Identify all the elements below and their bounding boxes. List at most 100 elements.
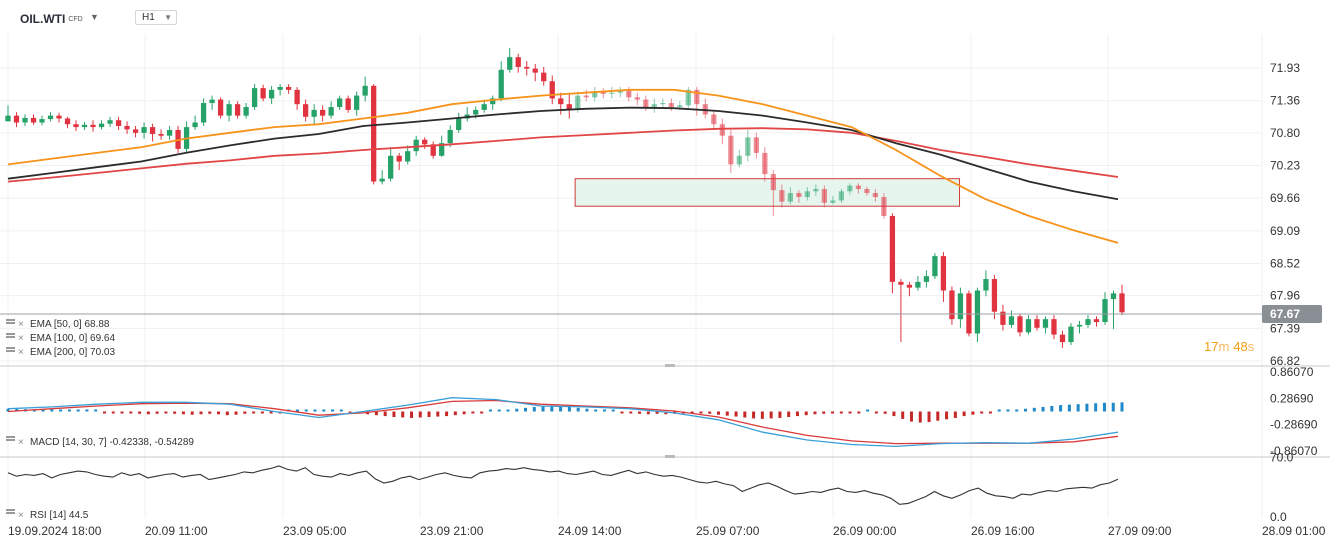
macd-label: MACD [14, 30, 7] -0.42338, -0.54289 [30, 437, 194, 448]
macd-histogram-bar [102, 411, 106, 414]
macd-histogram-bar [506, 409, 510, 412]
candle-body [983, 279, 989, 291]
candle-body [668, 103, 674, 108]
chevron-down-icon[interactable]: ▼ [90, 12, 99, 22]
macd-histogram-bar [181, 411, 185, 415]
macd-tick-label: 0.28690 [1270, 391, 1314, 405]
macd-histogram-bar [6, 408, 10, 412]
macd-histogram-bar [874, 411, 878, 414]
legend-close-icon: × [18, 437, 24, 448]
symbol-selector[interactable]: OIL.WTI CFD [20, 12, 83, 26]
candle-body [243, 107, 249, 116]
macd-histogram-bar [778, 411, 782, 418]
ema100-line [7, 106, 1119, 201]
macd-histogram-bar [155, 411, 159, 414]
candle-body [651, 104, 657, 108]
chart-toolbar: OIL.WTI CFD ▼ H1 ▼ [0, 0, 1330, 34]
macd-histogram-bar [988, 411, 992, 414]
macd-histogram-bar [708, 411, 712, 414]
candle-body [337, 98, 343, 108]
rsi-label: RSI [14] 44.5 [30, 510, 89, 521]
macd-histogram-bar [488, 409, 492, 412]
macd-histogram-bar [690, 411, 694, 414]
candle-body [923, 276, 930, 282]
legend-close-icon: × [18, 333, 24, 344]
candle-body [685, 89, 691, 106]
price-tick-label: 71.36 [1270, 94, 1300, 108]
macd-histogram-bar [1006, 409, 1010, 412]
time-tick-label: 26.09 00:00 [833, 524, 897, 538]
candle-body [22, 117, 28, 123]
candle-body [711, 114, 717, 125]
macd-histogram-bar [120, 411, 124, 414]
macd-histogram-bar [839, 411, 843, 414]
price-tick-label: 70.80 [1270, 126, 1300, 140]
macd-histogram-bar [1120, 402, 1124, 412]
macd-tick-label: -0.28690 [1270, 418, 1318, 432]
candle-body [1034, 319, 1040, 328]
macd-histogram-bar [217, 411, 221, 415]
ema-lines [7, 88, 1119, 244]
macd-histogram-bar [769, 411, 773, 419]
macd-histogram-bar [541, 405, 545, 412]
macd-histogram-bar [436, 411, 440, 417]
candle-body [864, 189, 870, 194]
candle-body [39, 119, 45, 123]
candle-body [592, 91, 598, 98]
macd-histogram-bar [734, 411, 738, 417]
candle-body [932, 256, 938, 277]
candle-body [558, 98, 564, 105]
macd-histogram-bar [392, 411, 396, 418]
macd-histogram-bar [348, 411, 352, 414]
time-tick-label: 26.09 16:00 [971, 524, 1035, 538]
macd-histogram-bar [401, 411, 405, 418]
price-tick-label: 67.96 [1270, 289, 1300, 303]
legend-settings-icon [6, 322, 15, 324]
rsi-tick-label: 70.0 [1270, 451, 1294, 465]
macd-histogram-bar [1041, 406, 1045, 412]
candle-body [549, 81, 555, 99]
rsi-panel: × RSI [14] 44.5 [6, 465, 1119, 521]
macd-histogram-bar [295, 409, 299, 412]
candle-body [745, 137, 751, 156]
candle-body [1017, 316, 1023, 333]
macd-histogram-bar [620, 411, 624, 414]
candle-body [541, 72, 547, 82]
legend-settings-icon [6, 512, 15, 514]
macd-histogram-bar [331, 409, 335, 412]
macd-histogram-bar [760, 411, 764, 419]
candle-body [456, 118, 462, 130]
candle-body [1110, 293, 1117, 300]
macd-histogram-bar [322, 409, 326, 412]
rsi-line [7, 465, 1119, 505]
time-tick-label: 27.09 09:00 [1108, 524, 1172, 538]
candle-body [830, 200, 836, 203]
candle-body [311, 109, 317, 117]
macd-histogram-bar [594, 409, 598, 412]
macd-histogram-bar [225, 411, 229, 416]
candle-body [56, 115, 62, 119]
candle-body [583, 95, 589, 98]
candle-body [268, 89, 275, 99]
candle-body [1000, 311, 1006, 325]
chevron-down-icon: ▼ [164, 13, 172, 22]
macd-histogram-bar [497, 409, 501, 412]
macd-histogram-bar [409, 411, 413, 418]
time-tick-label: 25.09 07:00 [696, 524, 760, 538]
candle-body [694, 89, 700, 105]
macd-histogram-bar [1067, 404, 1071, 412]
legend-settings-icon [6, 439, 15, 441]
candle-body [362, 85, 368, 96]
timeframe-dropdown[interactable]: H1 ▼ [135, 10, 177, 25]
macd-histogram-bar [208, 411, 212, 414]
candle-body [490, 98, 496, 105]
price-tick-label: 67.39 [1270, 321, 1300, 335]
panel-resize-handle [665, 364, 675, 367]
price-tick-label: 66.82 [1270, 354, 1300, 368]
macd-histogram-bar [567, 406, 571, 412]
macd-histogram-bar [831, 411, 835, 414]
candle-body [1068, 326, 1074, 343]
price-tick-label: 69.09 [1270, 224, 1300, 238]
candle-body [515, 57, 521, 67]
